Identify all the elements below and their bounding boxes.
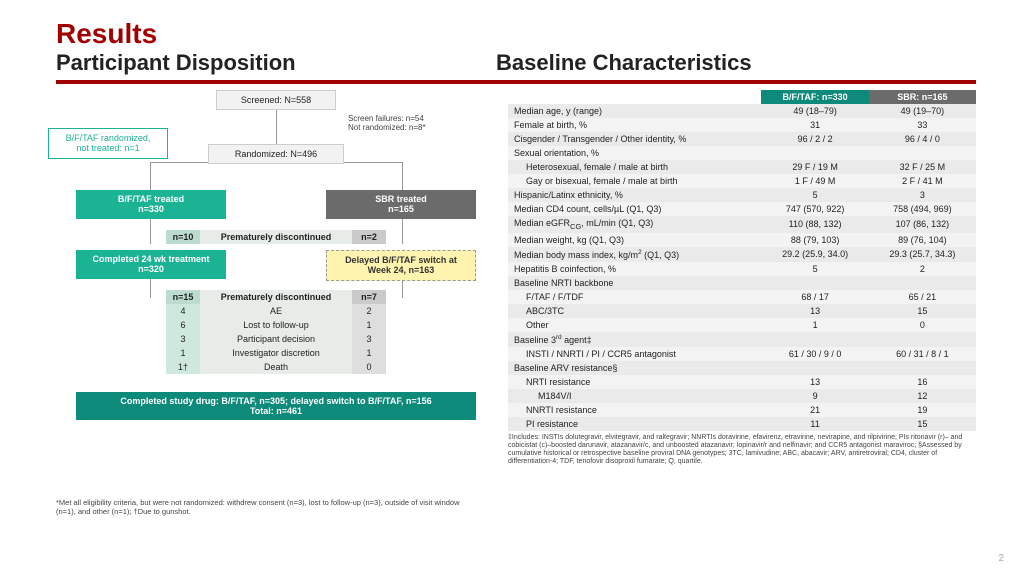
label: Completed 24 wk treatment xyxy=(82,254,220,264)
flowchart-column: Screened: N=558 Screen failures: n=54Not… xyxy=(56,90,496,490)
footnote-right: ‡Includes: INSTIs dolutegravir, elvitegr… xyxy=(508,434,976,466)
subtitle-left: Participant Disposition xyxy=(56,50,496,76)
label: n=165 xyxy=(332,204,470,214)
label: B/F/TAF treated xyxy=(82,194,220,204)
pd2-table: n=15Prematurely discontinuedn=74AE26Lost… xyxy=(166,290,386,374)
pd1-right: n=2 xyxy=(352,230,386,244)
flow-sbr-treated: SBR treated n=165 xyxy=(326,190,476,219)
label: Delayed B/F/TAF switch at xyxy=(333,255,469,265)
pd1-head: Prematurely discontinued xyxy=(200,230,352,244)
subtitle-row: Participant Disposition Baseline Charact… xyxy=(56,50,976,76)
pd1-table: n=10 Prematurely discontinued n=2 xyxy=(166,230,386,244)
baseline-table-column: B/F/TAF: n=330 SBR: n=165 Median age, y … xyxy=(508,90,976,490)
flow-screen-failures: Screen failures: n=54Not randomized: n=8… xyxy=(348,114,488,132)
connector xyxy=(276,108,277,144)
page-title: Results xyxy=(56,18,976,50)
label: n=330 xyxy=(82,204,220,214)
label: Week 24, n=163 xyxy=(333,265,469,275)
flow-bftaf-treated: B/F/TAF treated n=330 xyxy=(76,190,226,219)
baseline-table: B/F/TAF: n=330 SBR: n=165 Median age, y … xyxy=(508,90,976,431)
flow-final: Completed study drug: B/F/TAF, n=305; de… xyxy=(76,392,476,420)
page-number: 2 xyxy=(998,553,1004,564)
pd1-left: n=10 xyxy=(166,230,200,244)
th-sbr: SBR: n=165 xyxy=(869,90,976,104)
flow-completed-24wk: Completed 24 wk treatment n=320 xyxy=(76,250,226,279)
connector xyxy=(402,162,403,190)
flow-not-treated: B/F/TAF randomized,not treated: n=1 xyxy=(48,128,168,159)
label: SBR treated xyxy=(332,194,470,204)
th-blank xyxy=(508,90,761,104)
footnote-left: *Met all eligibility criteria, but were … xyxy=(56,498,476,516)
divider xyxy=(56,80,976,84)
flowchart: Screened: N=558 Screen failures: n=54Not… xyxy=(56,90,496,490)
flow-randomized: Randomized: N=496 xyxy=(208,144,344,164)
flow-screened: Screened: N=558 xyxy=(216,90,336,110)
th-bftaf: B/F/TAF: n=330 xyxy=(761,90,868,104)
main-content: Screened: N=558 Screen failures: n=54Not… xyxy=(56,90,976,490)
flow-delayed-switch: Delayed B/F/TAF switch at Week 24, n=163 xyxy=(326,250,476,281)
label: n=320 xyxy=(82,264,220,274)
subtitle-right: Baseline Characteristics xyxy=(496,50,752,76)
connector xyxy=(150,162,151,190)
